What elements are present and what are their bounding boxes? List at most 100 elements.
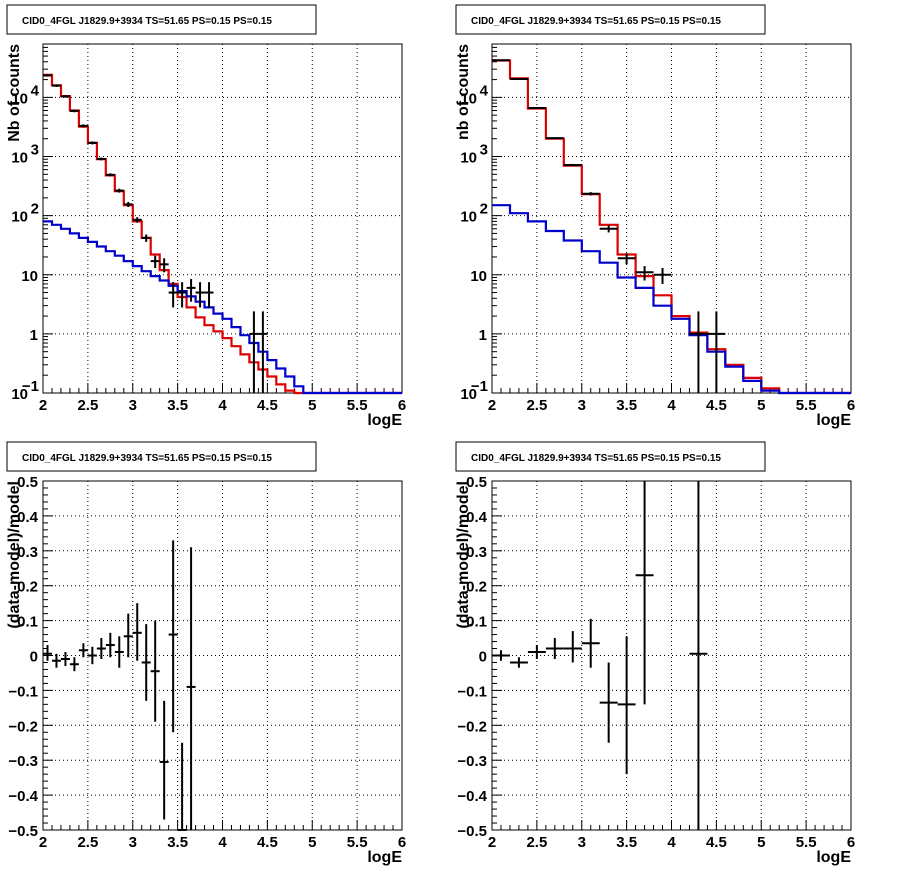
x-tick-label: 4 <box>218 834 227 851</box>
model-histogram-1 <box>43 73 402 395</box>
data-point <box>527 645 546 659</box>
data-point <box>581 192 600 196</box>
y-tick-label: 10 <box>11 150 28 167</box>
x-tick-label: 4 <box>218 397 227 414</box>
x-tick-label: 2.5 <box>77 397 98 414</box>
x-tick-label: 4 <box>667 397 676 414</box>
y-tick-label: 1 <box>479 327 487 344</box>
x-tick-label: 6 <box>847 397 855 414</box>
data-point <box>78 124 88 128</box>
data-point <box>177 282 187 308</box>
data-point <box>249 311 259 393</box>
panel-4: 2 2.5 3 3.5 4 4.5 5 5.5 6 −0.5 −0.4 −0.3 −0.2 −0.1 0 0.… <box>455 441 855 866</box>
data-point <box>545 137 564 140</box>
data-point <box>186 547 196 830</box>
title-box <box>455 4 766 35</box>
data-point <box>87 646 97 665</box>
data-point <box>527 107 546 110</box>
y-tick-label: 10 <box>11 386 28 403</box>
data-point <box>204 282 214 308</box>
y-tick-label: 0.5 <box>466 474 487 491</box>
data-point <box>132 217 142 223</box>
x-axis-label: logE <box>816 849 851 866</box>
data-point <box>114 636 124 668</box>
x-tick-label: 4 <box>667 834 676 851</box>
y-tick-label: 0 <box>479 649 487 666</box>
x-tick-label: 3.5 <box>167 834 188 851</box>
data-point <box>43 74 52 77</box>
data-point <box>105 632 115 658</box>
y-tick-label: 10 <box>21 268 38 285</box>
x-tick-label: 2 <box>39 834 47 851</box>
data-point <box>635 481 654 705</box>
y-tick-label: 0.4 <box>466 509 488 526</box>
data-point <box>96 638 106 659</box>
data-point <box>105 173 115 177</box>
x-tick-label: 3 <box>129 834 137 851</box>
chart-title: CID0_4FGL J1829.9+3934 TS=51.65 PS=0.15 … <box>471 16 721 27</box>
y-axis-label: nb of counts <box>455 44 472 140</box>
x-tick-label: 3.5 <box>167 397 188 414</box>
y-tick-label: −0.4 <box>457 788 487 805</box>
data-point <box>617 253 636 265</box>
data-point <box>617 636 636 775</box>
y-tick-label: 10 <box>470 268 487 285</box>
x-tick-label: 5 <box>308 397 316 414</box>
y-tick-label: 0.3 <box>17 544 38 561</box>
data-point <box>195 282 205 308</box>
y-tick-label: −0.3 <box>457 753 487 770</box>
x-tick-label: 6 <box>847 834 855 851</box>
data-point <box>168 540 178 733</box>
y-tick-label: 0.2 <box>466 579 487 596</box>
y-tick-label-exponent: −1 <box>22 378 39 395</box>
y-axis-label: (data-model)/model <box>6 481 23 629</box>
data-point <box>87 141 97 145</box>
y-tick-label: 0.1 <box>466 614 487 631</box>
data-point <box>492 59 510 62</box>
x-tick-label: 2.5 <box>77 834 98 851</box>
chart-title: CID0_4FGL J1829.9+3934 TS=51.65 PS=0.15 … <box>22 453 272 464</box>
y-tick-label: 0.4 <box>17 509 39 526</box>
data-point <box>96 157 106 161</box>
x-tick-label: 2 <box>488 834 496 851</box>
title-box <box>6 441 317 472</box>
y-tick-label: −0.1 <box>8 683 38 700</box>
data-point <box>635 266 654 281</box>
data-point <box>150 255 160 269</box>
plot-frame <box>491 43 852 394</box>
x-tick-label: 6 <box>398 834 406 851</box>
y-axis-label: Nb of counts <box>6 44 23 142</box>
x-tick-label: 2.5 <box>526 397 547 414</box>
data-point <box>186 278 196 302</box>
y-tick-label-exponent: 2 <box>480 201 488 218</box>
x-tick-label: 3.5 <box>616 834 637 851</box>
data-point <box>509 657 528 668</box>
y-tick-label: −0.5 <box>457 823 487 840</box>
x-axis-label: logE <box>367 412 402 429</box>
x-tick-label: 3 <box>129 397 137 414</box>
data-point <box>159 258 169 273</box>
x-tick-label: 5.5 <box>347 397 368 414</box>
y-tick-label: 10 <box>460 90 477 107</box>
y-tick-label: −0.3 <box>8 753 38 770</box>
data-point <box>123 202 133 207</box>
y-tick-label: 10 <box>460 386 477 403</box>
y-tick-label: 1 <box>30 327 38 344</box>
y-tick-label: 10 <box>11 90 28 107</box>
y-tick-label: −0.2 <box>457 718 487 735</box>
title-box <box>6 4 317 35</box>
plot-frame <box>491 480 852 831</box>
y-tick-label-exponent: 4 <box>480 82 489 99</box>
model-histogram-2 <box>492 204 851 395</box>
data-point <box>51 84 61 87</box>
y-tick-label: 10 <box>460 209 477 226</box>
data-point <box>563 631 582 663</box>
data-point <box>60 652 70 666</box>
y-tick-label-exponent: 3 <box>480 142 488 159</box>
x-tick-label: 5.5 <box>796 834 817 851</box>
y-tick-label: 0.5 <box>17 474 38 491</box>
data-point <box>132 603 142 661</box>
data-point <box>168 282 178 308</box>
